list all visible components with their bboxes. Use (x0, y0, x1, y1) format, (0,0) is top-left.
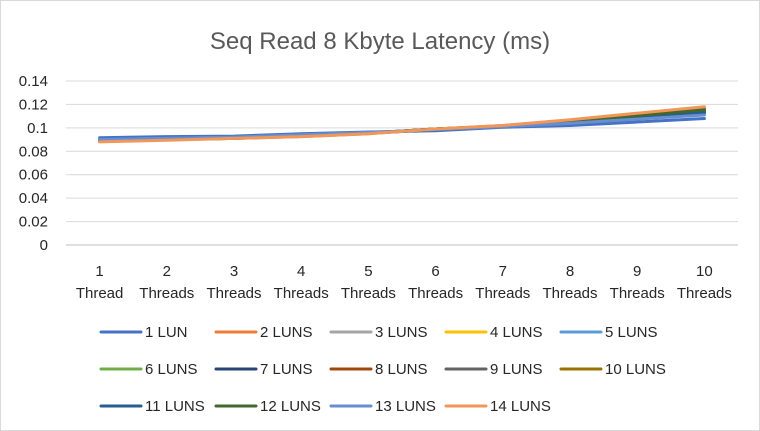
legend-label: 13 LUNS (375, 398, 436, 415)
x-tick-label: 10 Threads (677, 263, 732, 302)
series-line-14 (98, 105, 706, 144)
legend: 1 LUN 2 LUNS 3 LUNS 4 LUNS 5 LUNS 6 LUNS 7 LUN… (99, 324, 666, 415)
y-tick-label: 0.1 (27, 120, 48, 137)
x-tick-label: 1 Thread (76, 263, 124, 302)
gridlines (66, 80, 738, 246)
legend-label: 10 LUNS (605, 361, 666, 378)
x-axis-tick-labels: 1 Thread 2 Threads 3 Threads 4 Threads 5 Threads 6… (76, 263, 732, 302)
legend-item: 13 LUNS (329, 398, 436, 415)
legend-item: 4 LUNS (444, 324, 543, 341)
x-tick-label: 3 Threads (206, 263, 261, 302)
legend-label: 4 LUNS (490, 324, 543, 341)
x-tick-label: 5 Threads (341, 263, 396, 302)
legend-item: 10 LUNS (559, 361, 666, 378)
y-tick-label: 0.12 (19, 96, 48, 113)
x-tick-label: 6 Threads (408, 263, 463, 302)
y-tick-label: 0.02 (19, 214, 48, 231)
y-tick-label: 0.04 (19, 190, 48, 207)
legend-label: 6 LUNS (145, 361, 198, 378)
legend-item: 3 LUNS (329, 324, 428, 341)
legend-item: 2 LUNS (214, 324, 313, 341)
legend-item: 7 LUNS (214, 361, 313, 378)
legend-label: 8 LUNS (375, 361, 428, 378)
legend-item: 9 LUNS (444, 361, 543, 378)
series-lines (98, 105, 706, 144)
legend-item: 6 LUNS (99, 361, 198, 378)
x-tick-label: 7 Threads (475, 263, 530, 302)
x-tick-label: 2 Threads (139, 263, 194, 302)
legend-item: 11 LUNS (99, 398, 205, 415)
legend-label: 11 LUNS (145, 398, 205, 415)
legend-item: 12 LUNS (214, 398, 321, 415)
y-tick-label: 0.06 (19, 167, 48, 184)
legend-item: 8 LUNS (329, 361, 428, 378)
x-tick-label: 4 Threads (274, 263, 329, 302)
legend-label: 14 LUNS (490, 398, 551, 415)
x-tick-label: 8 Threads (542, 263, 597, 302)
x-tick-label: 9 Threads (610, 263, 665, 302)
y-tick-label: 0.14 (19, 73, 48, 90)
legend-label: 9 LUNS (490, 361, 543, 378)
legend-label: 1 LUN (145, 324, 188, 341)
legend-label: 7 LUNS (260, 361, 313, 378)
legend-label: 5 LUNS (605, 324, 658, 341)
legend-label: 12 LUNS (260, 398, 321, 415)
legend-item: 1 LUN (99, 324, 188, 341)
y-tick-label: 0.08 (19, 143, 48, 160)
y-axis-tick-labels: 0 0.02 0.04 0.06 0.08 0.1 0.12 0.14 (19, 73, 48, 254)
legend-label: 2 LUNS (260, 324, 313, 341)
legend-item: 14 LUNS (444, 398, 551, 415)
y-tick-label: 0 (40, 237, 48, 254)
chart-title: Seq Read 8 Kbyte Latency (ms) (210, 28, 550, 55)
legend-item: 5 LUNS (559, 324, 658, 341)
legend-label: 3 LUNS (375, 324, 428, 341)
